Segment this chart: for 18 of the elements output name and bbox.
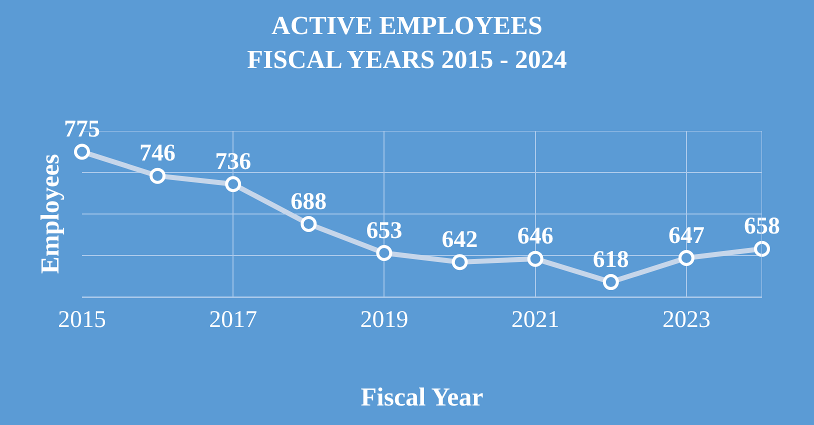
data-label: 646 <box>517 224 554 250</box>
chart-title: ACTIVE EMPLOYEES FISCAL YEARS 2015 - 2024 <box>247 11 567 74</box>
data-label: 775 <box>64 116 100 143</box>
x-tick-label: 2021 <box>511 306 560 333</box>
data-label: 736 <box>215 148 252 175</box>
data-label: 647 <box>668 222 704 249</box>
data-label: 618 <box>592 246 629 273</box>
x-tick-label: 2019 <box>360 306 408 333</box>
data-label: 642 <box>442 227 478 254</box>
x-tick-label: 2015 <box>58 306 106 333</box>
data-label: 746 <box>140 140 176 167</box>
data-label: 658 <box>744 214 780 240</box>
x-tick-label: 2023 <box>662 306 710 333</box>
x-axis-title: Fiscal Year <box>360 382 484 412</box>
data-label: 688 <box>290 188 327 215</box>
x-tick-label: 2017 <box>209 306 258 333</box>
data-label: 653 <box>366 218 402 244</box>
y-axis-title: Employees <box>35 154 64 274</box>
